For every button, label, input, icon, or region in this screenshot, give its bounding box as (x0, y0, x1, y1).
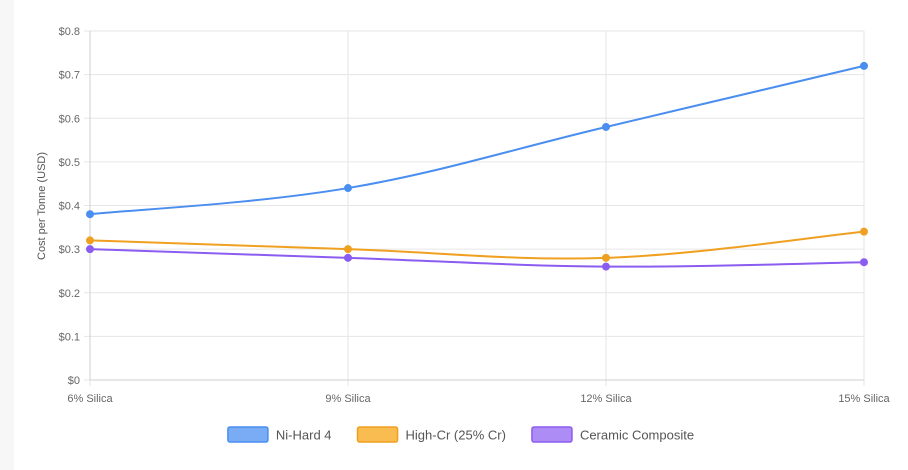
x-tick-label: 9% Silica (325, 393, 371, 405)
x-tick-label: 15% Silica (838, 393, 890, 405)
y-tick-label: $0.3 (59, 244, 80, 256)
legend[interactable]: Ni-Hard 4 High-Cr (25% Cr) Ceramic Composi… (227, 426, 694, 443)
data-point-ni-hard-4[interactable] (86, 210, 94, 219)
y-tick-label: $0.6 (59, 113, 80, 125)
series-line-ni-hard-4 (89, 64, 865, 216)
y-tick-label: $0.5 (59, 157, 80, 169)
x-tick-labels: 6% Silica 9% Silica 12% Silica 15% Silica (67, 393, 890, 405)
series-line-high-cr-25-cr (89, 230, 865, 260)
y-tick-labels: $0 $0.1 $0.2 $0.3 $0.4 $0.5 $0.6 $0.7 $0.8 (59, 26, 80, 387)
y-axis-label: Cost per Tonne (USD) (36, 152, 48, 260)
data-point-high-cr-25-cr[interactable] (602, 253, 610, 262)
y-tick-label: $0.1 (59, 331, 80, 343)
legend-label: Ni-Hard 4 (276, 428, 332, 443)
data-point-ceramic-composite[interactable] (86, 245, 94, 254)
legend-swatch (531, 426, 573, 443)
y-tick-label: $0.7 (59, 70, 80, 82)
legend-item-ceramic-composite[interactable]: Ceramic Composite (531, 426, 694, 443)
chart-card (14, 0, 908, 470)
data-point-ceramic-composite[interactable] (344, 253, 352, 262)
x-tick-label: 6% Silica (67, 393, 113, 405)
legend-label: Ceramic Composite (580, 428, 694, 443)
data-point-ceramic-composite[interactable] (602, 262, 610, 271)
grid (84, 30, 865, 386)
series-line-ceramic-composite (89, 248, 865, 268)
data-point-ceramic-composite[interactable] (860, 258, 868, 267)
y-tick-label: $0.2 (59, 288, 80, 300)
data-point-ni-hard-4[interactable] (860, 61, 868, 70)
legend-label: High-Cr (25% Cr) (406, 428, 506, 443)
y-tick-label: $0.4 (59, 201, 80, 213)
data-point-high-cr-25-cr[interactable] (860, 227, 868, 236)
series-lines (86, 61, 868, 271)
legend-item-ni-hard-4[interactable]: Ni-Hard 4 (227, 426, 332, 443)
legend-item-high-cr-25-cr[interactable]: High-Cr (25% Cr) (356, 426, 506, 443)
legend-swatch (356, 426, 399, 443)
data-point-ni-hard-4[interactable] (602, 122, 610, 131)
y-tick-label: $0 (68, 375, 80, 387)
data-point-ni-hard-4[interactable] (344, 184, 352, 193)
axes (89, 31, 864, 381)
y-tick-label: $0.8 (59, 26, 80, 38)
data-point-high-cr-25-cr[interactable] (344, 245, 352, 254)
legend-swatch (227, 426, 269, 443)
x-tick-label: 12% Silica (580, 393, 632, 405)
data-point-high-cr-25-cr[interactable] (86, 236, 94, 245)
